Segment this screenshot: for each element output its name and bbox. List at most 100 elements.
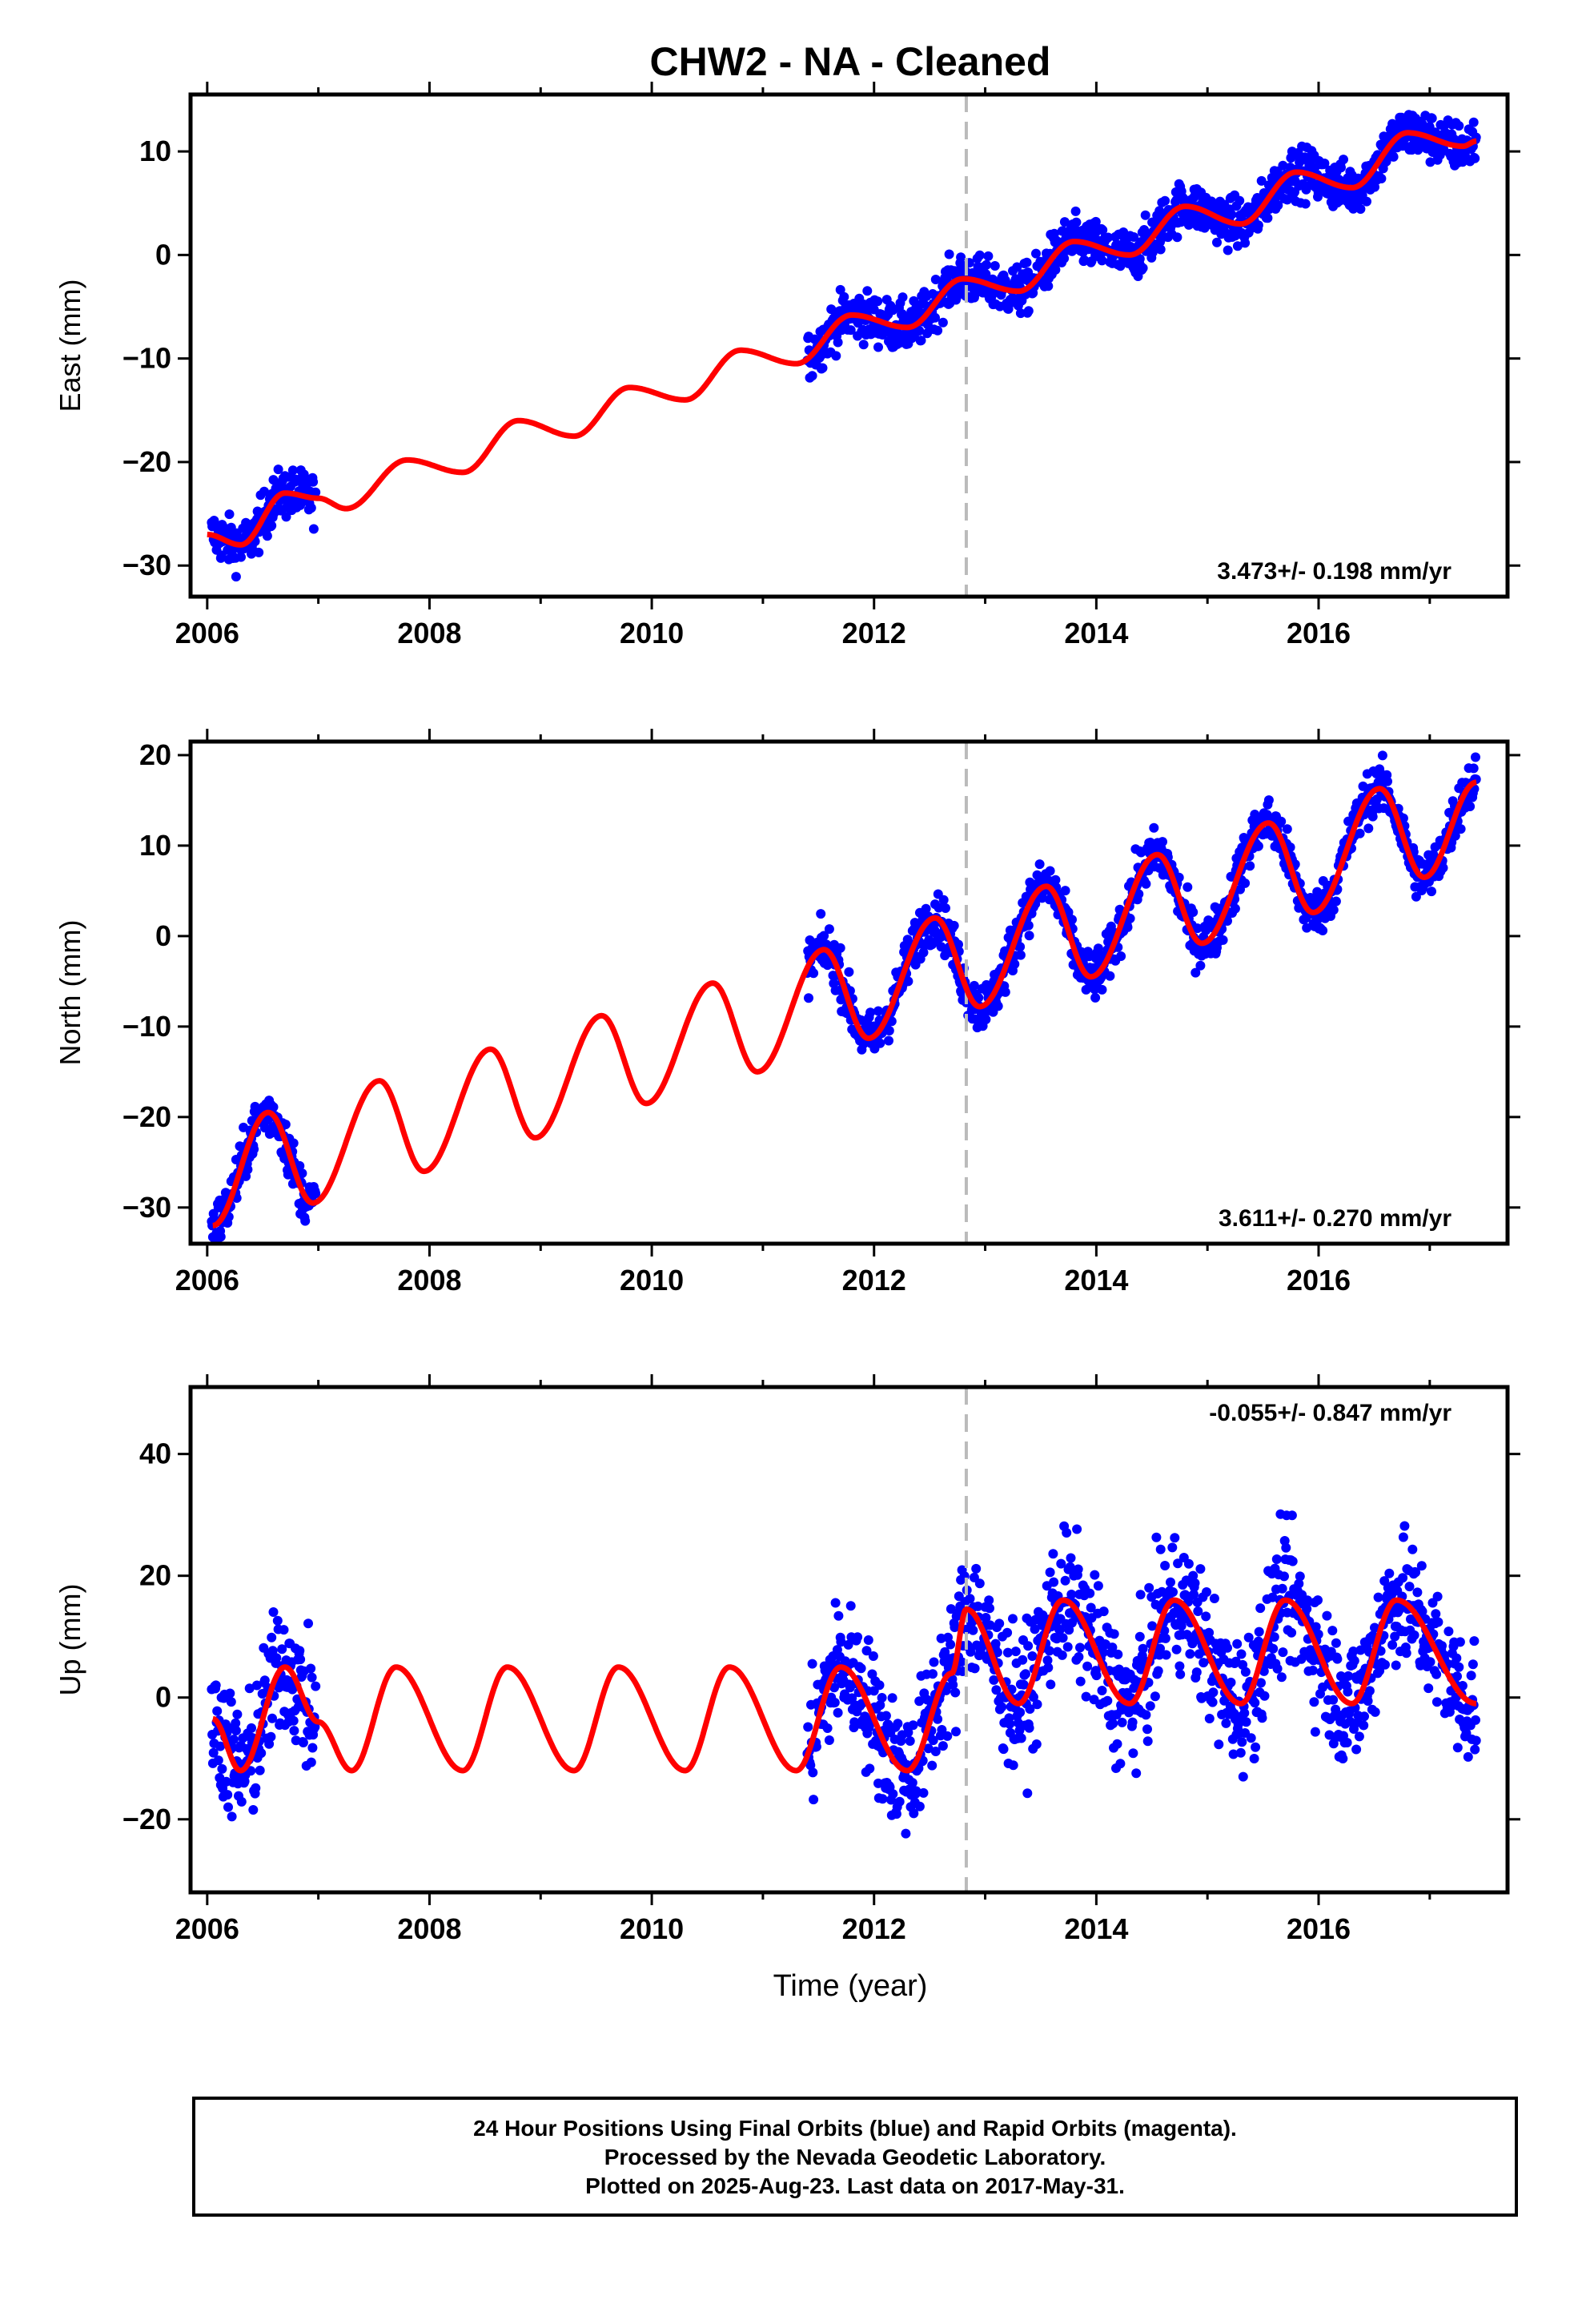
observed-point [1059,253,1070,263]
observed-point [950,1622,960,1632]
observed-point [1355,204,1366,214]
observed-point [989,1675,999,1685]
observed-point [1313,1595,1323,1606]
observed-point [1174,1661,1185,1671]
observed-point [930,312,940,323]
observed-point [893,1719,903,1729]
observed-point [982,259,992,270]
observed-point [881,1711,891,1721]
x-tick-label: 2014 [1064,617,1128,649]
observed-point [1272,1663,1283,1674]
observed-point [921,903,931,914]
x-tick-label: 2014 [1064,1264,1128,1297]
observed-point [1090,992,1101,1003]
observed-point [1073,1564,1083,1574]
observed-point [981,269,991,279]
observed-point [833,1610,844,1621]
x-tick-label: 2008 [397,617,461,649]
observed-point [1024,1723,1034,1733]
observed-point [1115,1759,1126,1769]
observed-point [808,1767,818,1778]
observed-point [1122,922,1133,932]
observed-point [1431,1697,1442,1707]
observed-point [1425,157,1435,167]
x-axis-label: Time (year) [773,1969,928,2003]
observed-point [1362,196,1371,207]
observed-point [1142,1736,1153,1747]
x-tick-label: 2014 [1064,1912,1128,1945]
observed-points [207,110,1481,582]
observed-point [951,1727,961,1737]
observed-point [280,1120,291,1130]
observed-point [1193,1606,1203,1616]
observed-point [297,1168,307,1179]
observed-point [1279,1571,1289,1582]
observed-point [1037,893,1047,903]
observed-point [916,336,926,346]
y-tick-label: 20 [139,738,171,771]
observed-point [231,1718,241,1728]
observed-point [1098,1606,1109,1617]
observed-point [942,1731,953,1741]
observed-point [1212,237,1222,247]
observed-point [938,895,949,905]
rate-label: -0.055+/- 0.847 mm/yr [1209,1400,1452,1426]
observed-point [807,371,817,381]
observed-point [1267,1592,1278,1602]
observed-point [1195,1564,1206,1574]
observed-point [991,1685,1002,1695]
observed-point [1022,1788,1033,1799]
observed-point [1032,1699,1042,1710]
observed-point [1243,1632,1254,1642]
observed-point [295,1655,306,1665]
observed-point [268,1102,279,1112]
observed-point [969,980,979,991]
observed-point [1456,824,1466,834]
observed-point [803,1722,813,1732]
observed-point [966,1647,976,1657]
observed-point [873,342,883,352]
observed-point [865,1763,875,1774]
observed-point [907,1778,917,1788]
y-tick-label: −20 [122,1100,171,1133]
x-tick-label: 2016 [1287,1912,1351,1945]
observed-point [1423,1683,1434,1694]
y-axis-label: North (mm) [54,920,86,1066]
observed-point [307,1743,318,1753]
observed-point [306,503,316,513]
observed-point [1328,1695,1339,1705]
observed-point [1171,1644,1182,1655]
observed-point [300,1216,311,1226]
observed-point [1355,828,1365,838]
y-tick-label: −30 [122,1191,171,1224]
observed-point [1174,872,1184,883]
observed-point [311,1681,321,1691]
observed-point [833,1707,843,1718]
observed-point [1054,1625,1065,1635]
observed-point [1454,121,1464,131]
observed-point [1236,1649,1247,1659]
observed-point [303,1618,313,1629]
observed-point [911,1786,921,1796]
observed-point [845,325,856,336]
observed-point [307,1672,317,1683]
observed-point [1173,1558,1183,1569]
observed-point [1018,1679,1029,1690]
observed-point [1399,1521,1410,1531]
observed-point [1338,1754,1348,1763]
observed-point [1090,1570,1100,1580]
observed-point [1358,781,1368,791]
observed-point [1134,1631,1145,1642]
observed-point [1375,1646,1386,1656]
observed-point [1336,163,1346,173]
y-tick-label: 0 [155,919,171,952]
plot-area [205,94,1481,597]
observed-point [1147,247,1158,258]
observed-point [1160,1561,1170,1570]
x-tick-label: 2006 [175,617,239,649]
observed-point [1417,1606,1427,1617]
observed-point [1322,1610,1332,1621]
observed-point [246,1766,256,1776]
observed-point [1433,1617,1443,1627]
